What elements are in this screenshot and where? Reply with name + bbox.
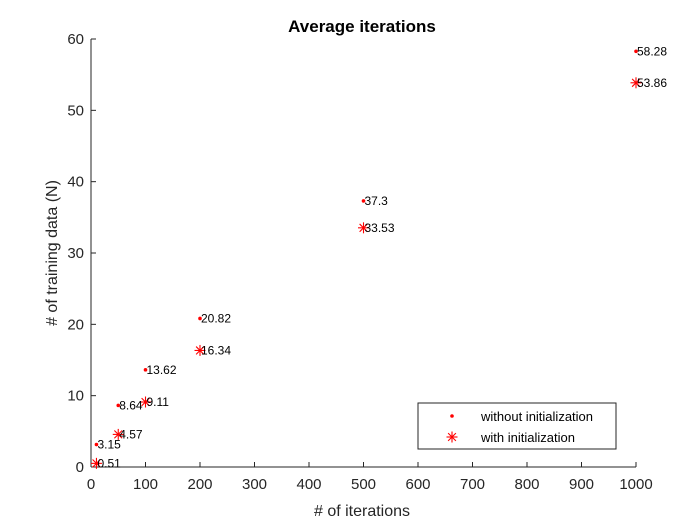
x-tick-label: 100: [133, 476, 158, 493]
data-label: 33.53: [365, 221, 395, 235]
y-tick-label: 50: [67, 102, 84, 119]
legend-marker-dot: [450, 414, 454, 418]
data-label: 13.62: [147, 363, 177, 377]
x-tick-label: 200: [187, 476, 212, 493]
x-axis-label: # of iterations: [314, 503, 410, 520]
data-point-with-initialization: [358, 222, 369, 234]
data-points: [90, 49, 642, 469]
data-point-with-initialization: [194, 344, 206, 356]
legend-box: [417, 402, 617, 450]
asterisk-stroke: [359, 223, 368, 233]
x-tick-label: 700: [460, 476, 485, 493]
data-label: 53.86: [637, 76, 667, 90]
asterisk-stroke: [195, 346, 205, 355]
x-tick-label: 800: [514, 476, 539, 493]
data-label: 0.51: [97, 456, 121, 470]
tick-labels: 0 100 200 300 400 500 600 700 800 900 1000 0 10 20 30 4…: [67, 31, 652, 493]
asterisk-stroke: [631, 78, 641, 88]
x-tick-label: 0: [87, 476, 95, 493]
data-label: 9.11: [147, 395, 170, 409]
x-tick-label: 1000: [619, 476, 652, 493]
data-point-without-initialization: [634, 49, 638, 54]
data-label: 20.82: [201, 311, 231, 325]
x-tick-label: 500: [351, 476, 376, 493]
data-label: 58.28: [637, 44, 667, 58]
data-point-without-initialization: [143, 368, 148, 372]
y-tick-label: 60: [67, 31, 84, 48]
legend-marker-asterisk: [446, 431, 458, 443]
data-point-without-initialization: [94, 442, 99, 447]
data-label: 37.3: [365, 194, 389, 208]
y-tick-label: 30: [67, 245, 84, 262]
y-axis-label: # of training data (N): [44, 180, 61, 326]
asterisk-stroke: [113, 430, 123, 439]
data-label: 3.15: [97, 438, 121, 452]
data-label: 16.34: [201, 343, 231, 357]
x-tick-label: 300: [242, 476, 267, 493]
x-tick-label: 400: [296, 476, 321, 493]
axes: [90, 38, 637, 468]
data-label: 8.64: [119, 398, 143, 412]
legend: without initialization with initializatio…: [417, 402, 617, 450]
data-point-with-initialization: [112, 428, 124, 440]
y-tick-label: 20: [67, 316, 84, 333]
y-tick-label: 0: [76, 459, 84, 476]
data-point-with-initialization: [140, 396, 151, 408]
asterisk-stroke: [447, 432, 457, 442]
x-tick-label: 900: [569, 476, 594, 493]
asterisk-stroke: [92, 459, 101, 468]
data-point-with-initialization: [90, 457, 102, 469]
y-tick-label: 40: [67, 174, 84, 191]
data-point-without-initialization: [198, 316, 202, 321]
data-point-with-initialization: [630, 77, 642, 89]
data-point-without-initialization: [116, 403, 121, 408]
data-point-without-initialization: [361, 199, 366, 203]
x-tick-label: 600: [405, 476, 430, 493]
data-label: 4.57: [119, 427, 143, 441]
data-labels: 3.15 8.64 13.62 20.82 37.3 58.28 0.51 4.57 9.11 1…: [97, 44, 667, 470]
chart-title: Average iterations: [288, 17, 436, 36]
y-tick-label: 10: [67, 388, 84, 405]
legend-label: without initialization: [480, 409, 593, 424]
asterisk-stroke: [141, 397, 150, 407]
legend-label: with initialization: [480, 430, 575, 445]
